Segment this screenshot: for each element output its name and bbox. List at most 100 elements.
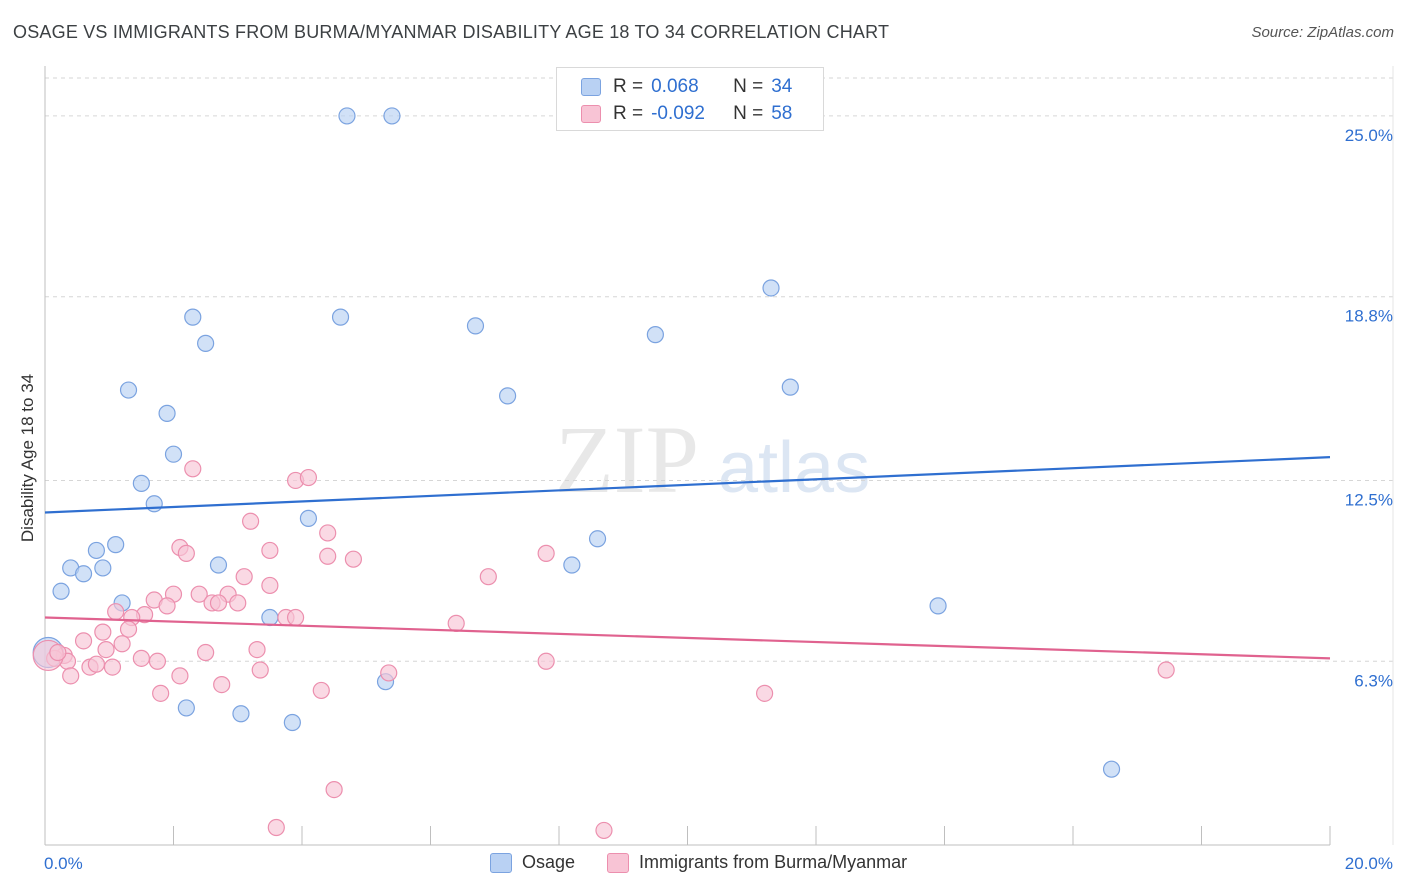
burma-point[interactable] xyxy=(1157,661,1175,679)
osage-point[interactable] xyxy=(563,556,581,574)
osage-point[interactable] xyxy=(299,509,318,527)
y-tick-label: 6.3% xyxy=(1354,671,1393,690)
osage-point[interactable] xyxy=(331,308,350,326)
burma-point[interactable] xyxy=(380,664,398,682)
y-tick-label: 12.5% xyxy=(1345,490,1393,509)
osage-point[interactable] xyxy=(383,107,401,125)
osage-point[interactable] xyxy=(197,334,215,352)
burma-point[interactable] xyxy=(267,818,285,837)
burma-point[interactable] xyxy=(113,635,131,653)
burma-point[interactable] xyxy=(171,667,189,685)
burma-point[interactable] xyxy=(242,512,260,530)
burma-point[interactable] xyxy=(261,576,279,595)
legend-r-label: R = xyxy=(613,103,644,124)
osage-point[interactable] xyxy=(232,705,250,723)
legend-item-osage[interactable]: Osage xyxy=(490,852,575,873)
burma-point[interactable] xyxy=(319,524,337,542)
osage-point[interactable] xyxy=(781,378,799,396)
burma-point[interactable] xyxy=(251,661,269,679)
burma-point[interactable] xyxy=(132,649,150,667)
burma-point[interactable] xyxy=(248,641,266,659)
osage-point[interactable] xyxy=(466,317,485,335)
burma-point[interactable] xyxy=(229,594,247,612)
burma-point[interactable] xyxy=(299,468,318,487)
burma-trend-line xyxy=(44,616,1331,660)
osage-point[interactable] xyxy=(338,107,356,125)
watermark-zip: ZIP xyxy=(555,406,699,513)
burma-point[interactable] xyxy=(197,643,215,662)
y-tick-label: 25.0% xyxy=(1345,126,1393,145)
burma-point[interactable] xyxy=(479,568,497,586)
osage-point[interactable] xyxy=(177,699,195,717)
burma-swatch xyxy=(581,105,601,123)
burma-point[interactable] xyxy=(595,821,613,840)
burma-point[interactable] xyxy=(209,594,228,612)
osage-point[interactable] xyxy=(164,445,183,463)
legend-r-label: R = xyxy=(613,76,644,97)
osage-point[interactable] xyxy=(261,608,279,627)
burma-point[interactable] xyxy=(119,620,138,638)
osage-trend-line xyxy=(44,456,1331,514)
legend-row-burma: R = -0.092 N = 58 xyxy=(581,103,792,125)
x-tick-label: 0.0% xyxy=(44,854,83,873)
osage-point[interactable] xyxy=(94,559,112,577)
osage-point[interactable] xyxy=(283,713,301,732)
burma-point[interactable] xyxy=(103,658,122,676)
legend-n-value: 58 xyxy=(771,103,793,124)
osage-point[interactable] xyxy=(52,582,70,600)
osage-point[interactable] xyxy=(929,597,947,615)
osage-swatch xyxy=(581,78,601,96)
osage-point[interactable] xyxy=(1102,760,1121,778)
osage-point[interactable] xyxy=(119,381,138,399)
burma-point[interactable] xyxy=(286,608,305,627)
burma-point[interactable] xyxy=(49,643,67,662)
legend-row-osage: R = 0.068 N = 34 xyxy=(581,76,792,98)
legend-label-osage: Osage xyxy=(522,852,576,872)
burma-point[interactable] xyxy=(537,544,555,562)
burma-point[interactable] xyxy=(152,684,170,702)
legend-r-value: -0.092 xyxy=(651,103,705,124)
series-legend: Osage Immigrants from Burma/Myanmar xyxy=(490,852,939,873)
burma-point[interactable] xyxy=(261,541,279,560)
osage-point[interactable] xyxy=(74,565,93,583)
burma-point[interactable] xyxy=(235,568,253,586)
burma-point[interactable] xyxy=(184,460,202,478)
osage-point[interactable] xyxy=(184,308,202,326)
burma-point[interactable] xyxy=(312,681,330,700)
legend-n-value: 34 xyxy=(771,76,793,97)
osage-point[interactable] xyxy=(499,387,517,405)
burma-point[interactable] xyxy=(213,676,231,694)
osage-point[interactable] xyxy=(646,326,664,344)
y-tick-label: 18.8% xyxy=(1345,307,1393,326)
osage-point[interactable] xyxy=(107,536,125,554)
burma-point[interactable] xyxy=(755,684,774,702)
x-tick-label: 20.0% xyxy=(1345,854,1393,873)
burma-point[interactable] xyxy=(94,623,112,641)
burma-point[interactable] xyxy=(325,780,343,799)
burma-point[interactable] xyxy=(447,614,465,632)
osage-point[interactable] xyxy=(132,474,150,492)
burma-point[interactable] xyxy=(87,655,106,673)
osage-point[interactable] xyxy=(762,279,780,297)
osage-point[interactable] xyxy=(87,541,106,560)
burma-point[interactable] xyxy=(158,597,176,615)
burma-point[interactable] xyxy=(537,652,555,670)
burma-swatch xyxy=(607,852,630,873)
legend-item-burma[interactable]: Immigrants from Burma/Myanmar xyxy=(607,852,907,873)
legend-n-label: N = xyxy=(733,103,764,124)
burma-point[interactable] xyxy=(97,641,115,659)
osage-point[interactable] xyxy=(209,556,228,574)
burma-point[interactable] xyxy=(319,547,337,565)
osage-point[interactable] xyxy=(158,404,176,422)
osage-point[interactable] xyxy=(145,495,163,513)
burma-point[interactable] xyxy=(177,544,195,562)
burma-point[interactable] xyxy=(74,632,93,650)
burma-point[interactable] xyxy=(107,603,125,621)
burma-point[interactable] xyxy=(148,652,167,670)
burma-point[interactable] xyxy=(62,667,80,685)
burma-point[interactable] xyxy=(190,585,208,603)
osage-point[interactable] xyxy=(588,530,607,548)
burma-point[interactable] xyxy=(344,550,362,568)
source-label: Source: ZipAtlas.com xyxy=(1251,24,1394,41)
